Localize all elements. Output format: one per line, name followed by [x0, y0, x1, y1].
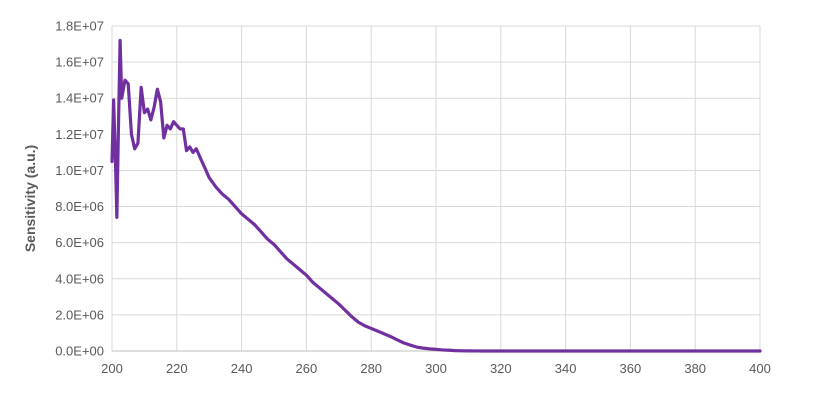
x-tick-label: 240 — [231, 361, 253, 376]
y-tick-label: 1.8E+07 — [55, 19, 104, 34]
y-tick-label: 1.6E+07 — [55, 55, 104, 70]
x-tick-label: 320 — [490, 361, 512, 376]
x-tick-label: 220 — [166, 361, 188, 376]
x-tick-label: 400 — [749, 361, 771, 376]
y-tick-label: 8.0E+06 — [55, 199, 104, 214]
series-line — [110, 38, 762, 353]
x-tick-label: 260 — [296, 361, 318, 376]
series-layer — [110, 38, 762, 353]
y-tick-label: 1.4E+07 — [55, 91, 104, 106]
x-tick-label: 300 — [425, 361, 447, 376]
y-tick-label: 1.2E+07 — [55, 127, 104, 142]
x-tick-label: 280 — [360, 361, 382, 376]
x-tick-label: 380 — [684, 361, 706, 376]
y-tick-label: 2.0E+06 — [55, 307, 104, 322]
tick-labels: 0.0E+00 2.0E+06 4.0E+06 6.0E+06 8.0E+06 1.0E+… — [55, 19, 771, 377]
x-tick-label: 340 — [555, 361, 577, 376]
y-axis-title: Sensitivity (a.u.) — [22, 145, 38, 252]
gridlines — [111, 25, 761, 351]
x-tick-label: 360 — [620, 361, 642, 376]
y-tick-label: 4.0E+06 — [55, 271, 104, 286]
y-tick-label: 6.0E+06 — [55, 235, 104, 250]
y-tick-label: 0.0E+00 — [55, 344, 104, 359]
y-tick-label: 1.0E+07 — [55, 163, 104, 178]
x-tick-label: 200 — [101, 361, 123, 376]
